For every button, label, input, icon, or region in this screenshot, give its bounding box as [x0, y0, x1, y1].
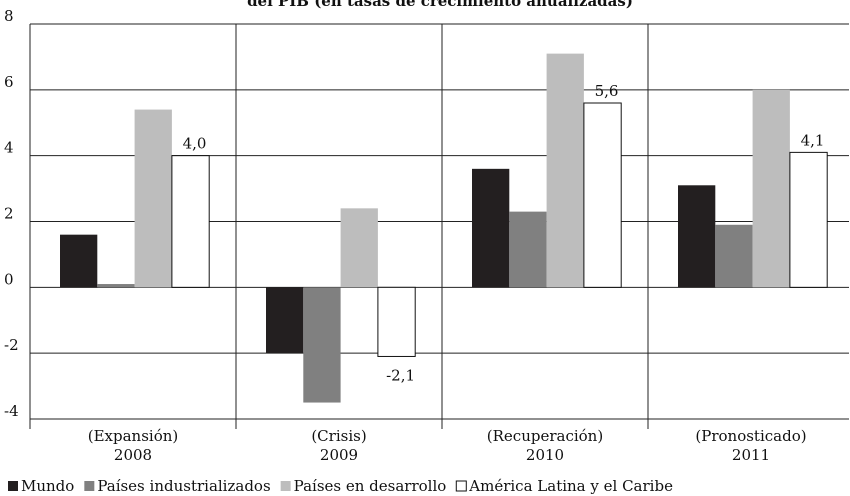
legend-label: Países en desarrollo [294, 477, 447, 495]
x-tick-note: (Expansión) [88, 427, 179, 445]
bar [97, 284, 135, 288]
bar [678, 185, 716, 288]
legend-label: Mundo [21, 477, 74, 495]
bar [752, 89, 790, 288]
legend-swatch [84, 481, 95, 491]
legend-swatch [8, 481, 18, 491]
value-label: 4,1 [801, 131, 825, 149]
legend-swatch [280, 481, 291, 491]
bar [303, 287, 341, 403]
x-tick-label: 2011 [732, 446, 770, 464]
x-tick-label: 2009 [320, 446, 358, 464]
bar [546, 53, 584, 288]
bar [266, 287, 304, 354]
y-tick-label: 6 [4, 73, 14, 91]
bar [171, 155, 210, 288]
y-tick-label: 4 [4, 139, 14, 157]
bar [377, 286, 416, 357]
x-tick-label: 2008 [114, 446, 152, 464]
y-tick-label: 2 [4, 205, 14, 223]
legend-label: Países industrializados [97, 477, 270, 495]
x-tick-note: (Recuperación) [487, 427, 603, 445]
y-tick-label: -2 [4, 336, 19, 354]
chart-title: del PIB (en tasas de crecimiento anualiz… [247, 0, 633, 10]
bar [509, 211, 547, 288]
bar [583, 102, 622, 288]
y-tick-label: -4 [4, 402, 19, 420]
bar [60, 234, 98, 288]
x-tick-note: (Crisis) [311, 427, 366, 445]
y-tick-label: 8 [4, 7, 14, 25]
bar [472, 168, 510, 288]
value-label: 5,6 [595, 82, 619, 100]
value-label: 4,0 [183, 135, 207, 153]
bar [789, 151, 828, 288]
bar [340, 208, 378, 288]
value-label: -2,1 [386, 366, 415, 384]
legend-swatch [455, 480, 467, 492]
bar [134, 109, 172, 288]
bar [715, 224, 753, 288]
y-tick-label: 0 [4, 270, 14, 288]
legend-label: América Latina y el Caribe [468, 477, 673, 495]
x-tick-note: (Pronosticado) [695, 427, 806, 445]
x-tick-label: 2010 [526, 446, 564, 464]
